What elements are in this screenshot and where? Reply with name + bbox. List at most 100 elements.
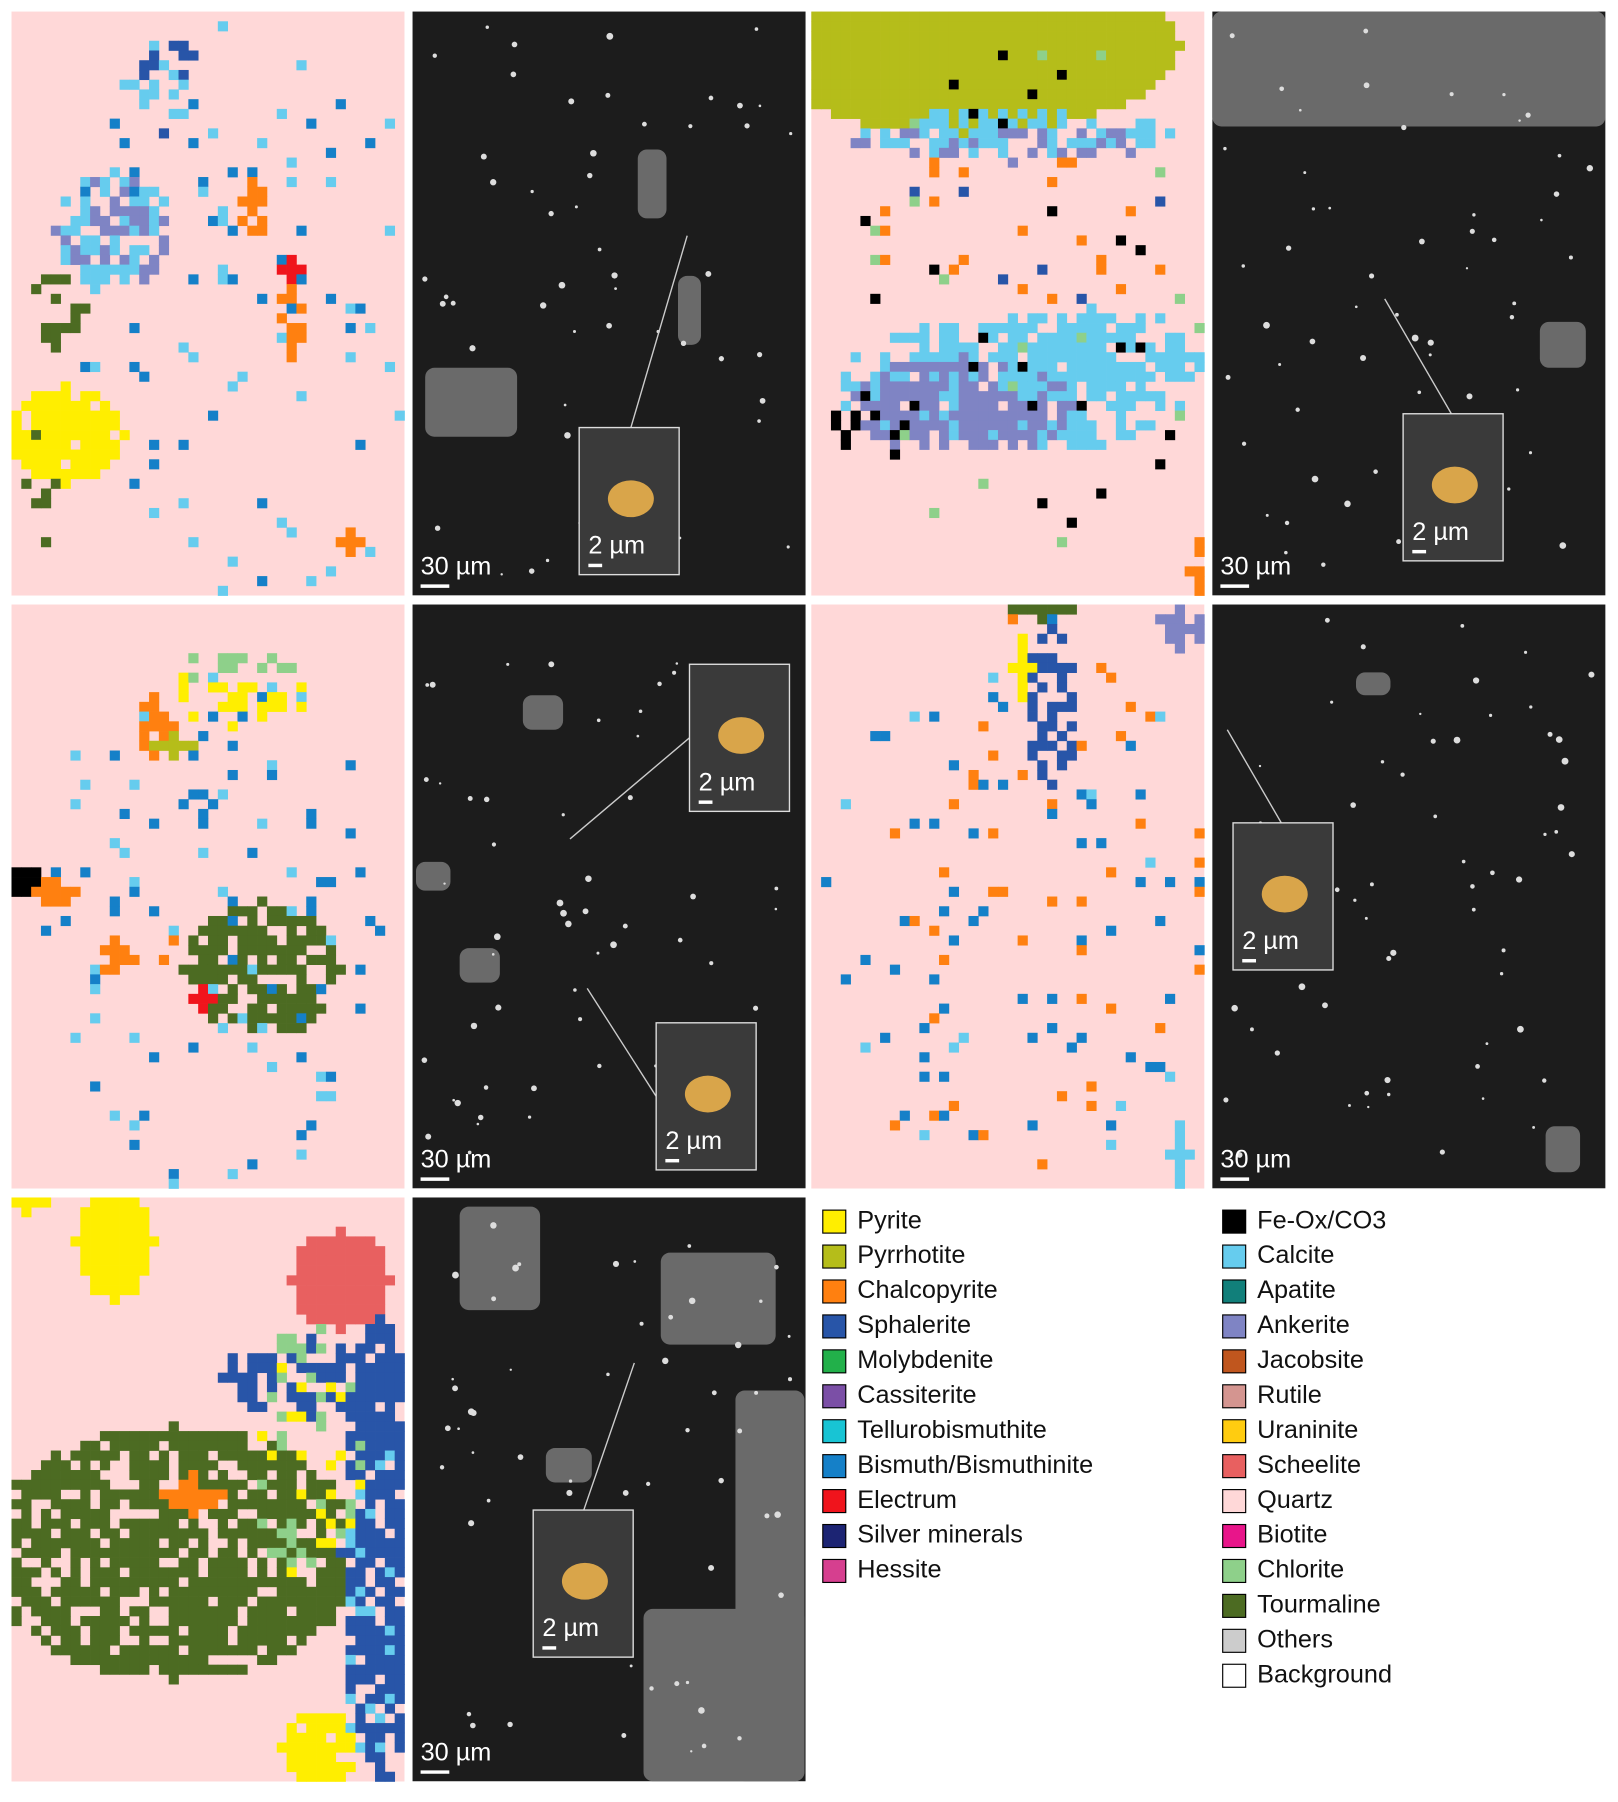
- map-pixel: [394, 1479, 405, 1490]
- map-pixel: [1017, 430, 1028, 441]
- map-pixel: [1174, 342, 1186, 353]
- map-pixel: [394, 1664, 405, 1675]
- map-pixel: [99, 274, 111, 285]
- map-pixel: [988, 89, 999, 100]
- map-pixel: [168, 1508, 179, 1520]
- map-pixel: [139, 1440, 150, 1451]
- map-pixel: [149, 40, 160, 51]
- grain-speck: [674, 1681, 680, 1687]
- map-pixel: [316, 1294, 327, 1305]
- map-pixel: [1047, 89, 1058, 100]
- map-pixel: [948, 79, 960, 90]
- map-pixel: [139, 1226, 150, 1237]
- map-pixel: [286, 1460, 297, 1471]
- map-pixel: [899, 332, 910, 343]
- map-pixel: [365, 1557, 376, 1568]
- map-pixel: [365, 1255, 376, 1266]
- map-pixel: [129, 1567, 140, 1578]
- map-pixel: [80, 459, 91, 470]
- map-pixel: [968, 138, 979, 149]
- map-pixel: [149, 1518, 160, 1529]
- map-pixel: [1155, 40, 1166, 51]
- map-pixel: [316, 1265, 327, 1276]
- map-pixel: [316, 1606, 327, 1617]
- map-pixel: [1056, 50, 1068, 61]
- map-pixel: [889, 138, 901, 149]
- map-pixel: [850, 89, 861, 100]
- map-pixel: [129, 196, 140, 207]
- map-pixel: [178, 69, 189, 81]
- grain-speck: [744, 123, 750, 129]
- map-pixel: [1145, 1061, 1156, 1073]
- map-pixel: [90, 1586, 101, 1597]
- map-pixel: [119, 1577, 130, 1588]
- map-pixel: [375, 1723, 386, 1734]
- map-pixel: [276, 1470, 287, 1481]
- map-pixel: [968, 79, 979, 90]
- map-pixel: [919, 79, 930, 90]
- map-pixel: [149, 750, 160, 761]
- map-pixel: [80, 303, 91, 314]
- map-pixel: [168, 935, 179, 946]
- map-pixel: [365, 1664, 376, 1675]
- map-pixel: [168, 1616, 179, 1627]
- map-pixel: [207, 1586, 219, 1597]
- map-pixel: [1145, 420, 1156, 431]
- map-pixel: [919, 40, 930, 51]
- map-pixel: [365, 1538, 376, 1549]
- map-pixel: [276, 993, 287, 1004]
- map-pixel: [394, 1723, 405, 1734]
- map-pixel: [880, 69, 891, 81]
- map-pixel: [316, 954, 327, 965]
- map-pixel: [919, 50, 930, 61]
- map-pixel: [99, 1216, 111, 1228]
- map-pixel: [384, 1470, 396, 1481]
- map-pixel: [40, 459, 52, 470]
- map-pixel: [99, 1577, 111, 1588]
- map-pixel: [335, 1226, 346, 1237]
- map-pixel: [840, 60, 851, 71]
- map-pixel: [70, 459, 81, 470]
- map-pixel: [1096, 79, 1107, 90]
- map-pixel: [1027, 118, 1038, 129]
- map-pixel: [1027, 99, 1038, 110]
- map-pixel: [99, 439, 111, 450]
- map-pixel: [1135, 89, 1146, 100]
- grain-speck: [573, 988, 577, 992]
- map-pixel: [109, 838, 120, 849]
- map-pixel: [1017, 653, 1028, 664]
- map-pixel: [355, 1489, 366, 1500]
- map-pixel: [899, 410, 910, 421]
- map-pixel: [266, 1450, 278, 1461]
- map-pixel: [247, 1450, 258, 1461]
- map-pixel: [958, 118, 969, 129]
- map-pixel: [296, 1285, 307, 1296]
- map-pixel: [188, 1460, 199, 1471]
- grain-speck: [786, 545, 790, 549]
- map-pixel: [227, 1547, 238, 1558]
- map-pixel: [198, 1645, 209, 1656]
- mineral-grain: [545, 1447, 592, 1483]
- map-pixel: [50, 430, 61, 441]
- map-pixel: [1047, 60, 1058, 71]
- map-pixel: [257, 964, 268, 975]
- grain-speck: [1471, 907, 1476, 912]
- map-pixel: [1047, 740, 1058, 751]
- map-pixel: [1056, 537, 1068, 548]
- map-pixel: [217, 886, 228, 897]
- map-pixel: [948, 361, 960, 373]
- gold-grain: [684, 1075, 731, 1113]
- map-pixel: [365, 1450, 376, 1461]
- map-pixel: [1037, 108, 1048, 119]
- map-pixel: [365, 1674, 376, 1685]
- grain-speck: [1390, 949, 1397, 956]
- map-pixel: [929, 352, 940, 363]
- map-pixel: [257, 1450, 268, 1461]
- map-pixel: [60, 1518, 71, 1529]
- map-pixel: [860, 138, 871, 149]
- map-pixel: [80, 1616, 91, 1627]
- map-pixel: [997, 89, 1009, 100]
- map-pixel: [870, 108, 881, 119]
- map-pixel: [870, 381, 881, 392]
- map-pixel: [276, 1479, 287, 1490]
